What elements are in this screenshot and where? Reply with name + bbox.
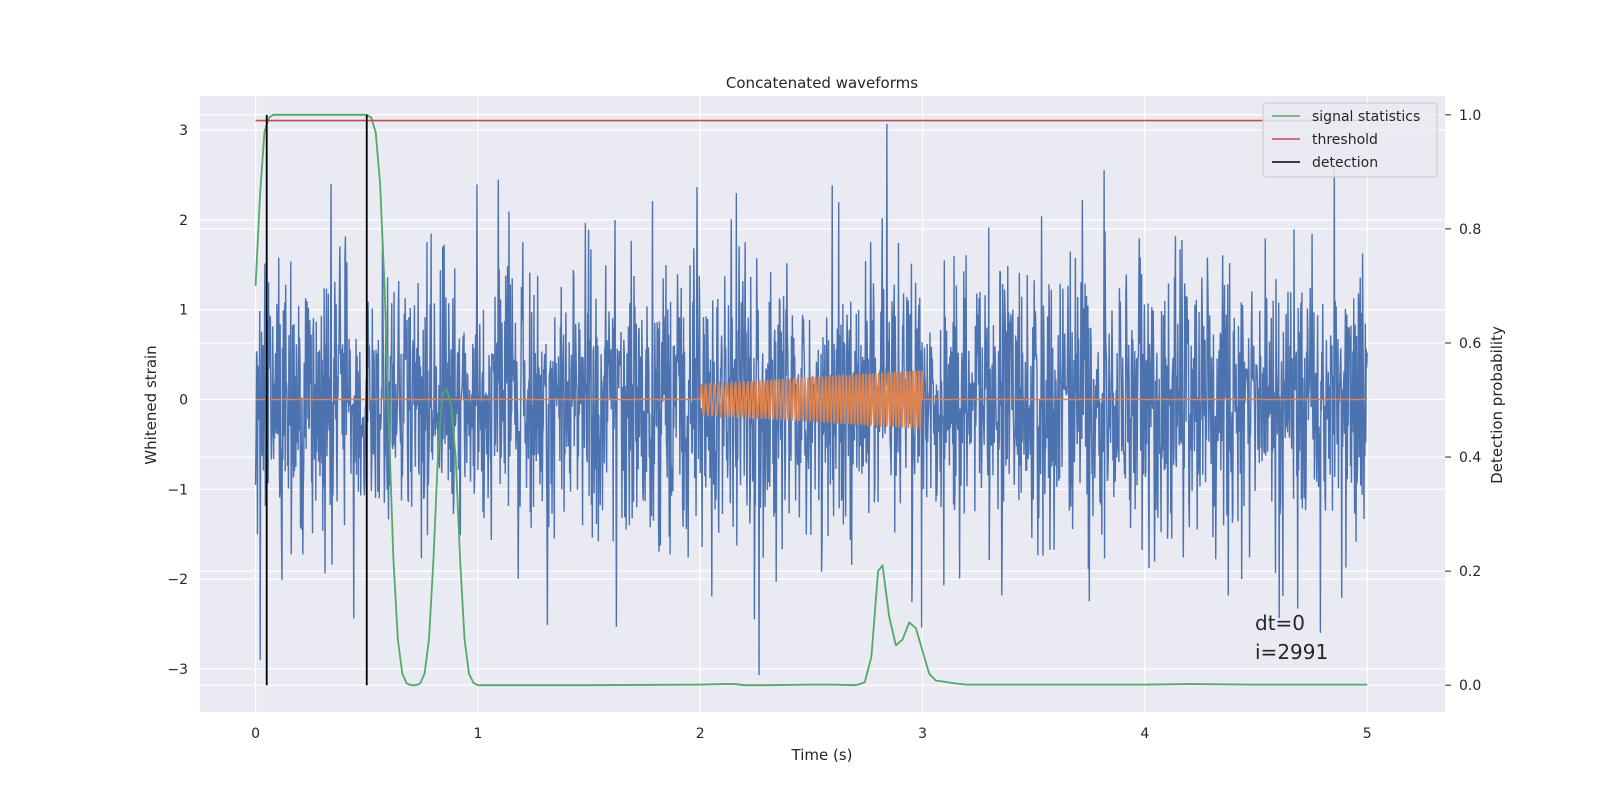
y-axis-label: Whitened strain [142,345,160,464]
y-right-tick-label: 1.0 [1459,108,1481,124]
y-right-tick-label: 0.0 [1459,678,1481,694]
y-right-tick-label: 0.2 [1459,564,1481,580]
y-tick-label: 0 [179,393,188,409]
legend-label-threshold: threshold [1312,132,1378,148]
series-chirp-line [255,370,1368,430]
legend: signal statistics threshold detection [1262,102,1438,178]
x-tick-label: 0 [251,726,260,742]
x-tick-label: 5 [1363,726,1372,742]
y-tick-label: 3 [179,123,188,139]
y-tick-label: 1 [179,303,188,319]
annotation-dt: dt=0 [1255,611,1305,635]
annotation: dt=0 i=2991 [1255,611,1328,664]
legend-box [1262,102,1438,178]
y-axis-right-ticks: 0.0 0.2 0.4 0.6 0.8 1.0 [1445,108,1481,694]
y-axis-ticks: −3 −2 −1 0 1 2 3 [167,123,188,678]
y-tick-label: −1 [167,482,188,498]
legend-label-detection: detection [1312,155,1378,171]
plot-layer [254,113,1368,687]
y-tick-label: 2 [179,213,188,229]
y-right-tick-label: 0.8 [1459,222,1481,238]
x-tick-label: 4 [1140,726,1149,742]
y-axis-right-label: Detection probability [1488,326,1506,484]
annotation-i: i=2991 [1255,640,1328,664]
y-tick-label: −3 [167,662,188,678]
x-axis-label: Time (s) [791,746,853,764]
x-axis-ticks: 0 1 2 3 4 5 [251,726,1372,742]
legend-label-signal-statistics: signal statistics [1312,109,1420,125]
y-right-tick-label: 0.6 [1459,336,1481,352]
x-tick-label: 3 [918,726,927,742]
x-tick-label: 2 [696,726,705,742]
y-right-tick-label: 0.4 [1459,450,1481,466]
x-tick-label: 1 [473,726,482,742]
chart-title: Concatenated waveforms [726,74,918,92]
y-tick-label: −2 [167,572,188,588]
